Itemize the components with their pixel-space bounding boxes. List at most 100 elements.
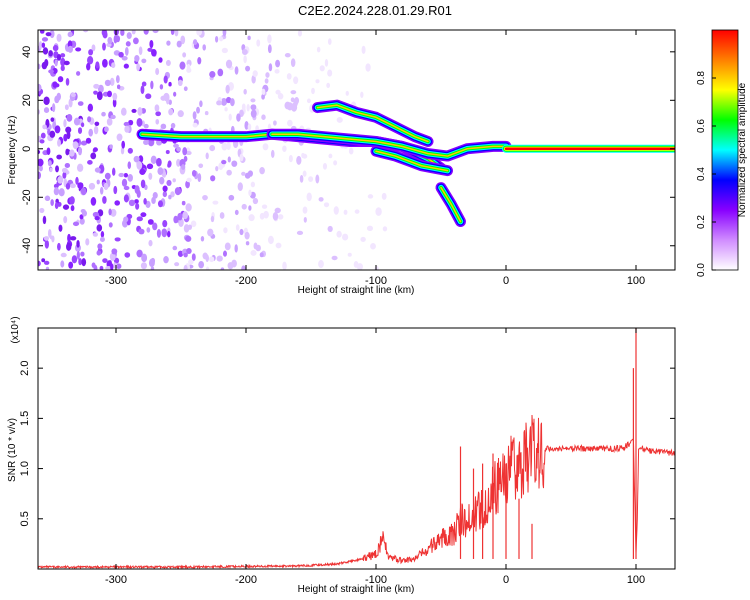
noise-blob bbox=[174, 262, 180, 267]
noise-blob bbox=[120, 107, 127, 116]
noise-blob bbox=[54, 59, 58, 67]
noise-blob bbox=[123, 172, 129, 178]
noise-blob bbox=[111, 248, 118, 255]
noise-blob bbox=[333, 206, 339, 215]
noise-blob bbox=[77, 182, 84, 189]
noise-blob bbox=[172, 245, 178, 251]
noise-blob bbox=[113, 35, 118, 44]
noise-blob bbox=[140, 262, 148, 270]
noise-blob bbox=[264, 78, 269, 84]
noise-blob bbox=[109, 252, 116, 261]
noise-blob bbox=[52, 44, 59, 52]
noise-blob bbox=[49, 167, 53, 173]
noise-blob bbox=[145, 93, 152, 100]
noise-blob bbox=[318, 197, 324, 202]
noise-blob bbox=[81, 258, 87, 267]
noise-blob bbox=[136, 63, 141, 72]
noise-blob bbox=[252, 197, 259, 205]
noise-blob bbox=[267, 34, 272, 44]
noise-blob bbox=[141, 81, 147, 87]
figure-title: C2E2.2024.228.01.29.R01 bbox=[298, 3, 452, 18]
noise-blob bbox=[173, 143, 179, 148]
noise-blob bbox=[261, 204, 268, 209]
spectral-ridge-2 bbox=[316, 104, 429, 143]
noise-blob bbox=[267, 44, 272, 54]
noise-blob bbox=[241, 171, 246, 176]
noise-blob bbox=[102, 58, 108, 68]
noise-blob bbox=[152, 191, 158, 199]
spectrogram-frame bbox=[37, 29, 676, 271]
noise-blob bbox=[236, 113, 241, 122]
noise-blob bbox=[247, 35, 251, 41]
noise-blob bbox=[302, 206, 308, 214]
noise-blob bbox=[311, 87, 315, 95]
y-tick-label: 0 bbox=[21, 146, 33, 152]
noise-blob bbox=[99, 265, 104, 270]
noise-blob bbox=[241, 265, 246, 270]
noise-blob bbox=[121, 140, 126, 149]
noise-blob bbox=[67, 233, 71, 243]
noise-blob bbox=[336, 117, 343, 123]
noise-blob bbox=[302, 170, 307, 177]
noise-blob bbox=[209, 256, 215, 263]
noise-blob bbox=[43, 107, 50, 114]
noise-blob bbox=[316, 46, 321, 53]
noise-blob bbox=[212, 200, 219, 205]
noise-blob bbox=[170, 30, 175, 36]
noise-blob bbox=[94, 121, 100, 126]
noise-blob bbox=[77, 101, 84, 106]
noise-blob bbox=[134, 54, 140, 62]
noise-blob bbox=[250, 104, 257, 111]
noise-blob bbox=[170, 191, 175, 198]
noise-blob bbox=[287, 119, 293, 127]
spectral-ridge-1 bbox=[271, 133, 507, 157]
spectrogram-cells bbox=[38, 30, 388, 270]
noise-blob bbox=[143, 123, 149, 129]
y-tick-label: 1.5 bbox=[19, 411, 31, 426]
noise-blob bbox=[192, 39, 198, 46]
noise-blob bbox=[80, 122, 85, 128]
noise-blob bbox=[53, 187, 60, 196]
noise-blob bbox=[186, 177, 192, 183]
noise-blob bbox=[197, 56, 202, 65]
noise-blob bbox=[263, 210, 269, 219]
noise-blob bbox=[205, 266, 210, 270]
noise-blob bbox=[216, 255, 223, 262]
noise-blob bbox=[80, 208, 86, 214]
noise-blob bbox=[134, 185, 140, 194]
noise-blob bbox=[135, 202, 140, 210]
noise-blob bbox=[107, 90, 112, 98]
noise-blob bbox=[168, 81, 172, 87]
noise-blob bbox=[63, 119, 67, 128]
noise-blob bbox=[41, 61, 48, 70]
noise-blob bbox=[42, 124, 47, 130]
colorbar-tick-label: 0.4 bbox=[696, 167, 707, 181]
noise-blob bbox=[302, 153, 308, 159]
noise-blob bbox=[180, 35, 186, 45]
noise-blob bbox=[51, 103, 56, 113]
noise-blob bbox=[200, 236, 205, 242]
spectrogram-x-axis-label: Height of straight line (km) bbox=[298, 285, 415, 296]
noise-blob bbox=[248, 205, 252, 211]
noise-blob bbox=[202, 44, 206, 51]
noise-blob bbox=[41, 258, 46, 263]
noise-blob bbox=[40, 132, 46, 139]
y-tick-label: 20 bbox=[21, 94, 33, 106]
noise-blob bbox=[41, 42, 46, 48]
noise-blob bbox=[124, 252, 131, 258]
noise-blob bbox=[116, 84, 121, 90]
noise-blob bbox=[225, 84, 230, 94]
noise-blob bbox=[347, 252, 352, 257]
noise-blob bbox=[126, 32, 132, 39]
noise-blob bbox=[226, 169, 232, 176]
noise-blob bbox=[60, 65, 65, 72]
noise-blob bbox=[185, 180, 190, 189]
noise-blob bbox=[247, 170, 253, 177]
noise-blob bbox=[114, 237, 121, 242]
colorbar-bar bbox=[711, 29, 739, 271]
noise-blob bbox=[63, 215, 68, 224]
noise-blob bbox=[128, 119, 134, 126]
noise-blob bbox=[186, 63, 191, 71]
noise-blob bbox=[196, 30, 202, 36]
noise-blob bbox=[92, 211, 100, 218]
